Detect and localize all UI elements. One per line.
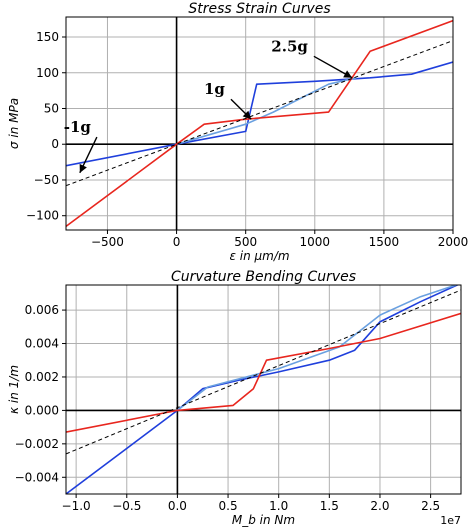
chart-1-y-tick-label: −50: [34, 173, 59, 187]
chart-1-series-line-2: [176, 77, 357, 145]
chart-2-x-tick-label: 2.5: [421, 499, 440, 513]
chart-1-x-tick-label: 2000: [438, 235, 469, 249]
chart-2-frame: [65, 284, 462, 495]
chart-1-annotation-arrowhead-1: [79, 163, 87, 173]
chart-1-series-line-1: [66, 61, 453, 167]
chart-2-x-tick-label: 0.5: [219, 499, 238, 513]
chart-1-y-tick-label: 0: [51, 137, 59, 151]
chart-2-x-tick-label: 2.0: [370, 499, 389, 513]
chart-2-x-tick-label: 1.0: [269, 499, 288, 513]
chart-1-series-line-4: [66, 40, 453, 187]
chart-1-y-tick-label: 150: [36, 30, 59, 44]
chart-2-y-tick-label: 0.000: [25, 403, 59, 417]
chart-2-x-tick-label: 1.5: [320, 499, 339, 513]
chart-2-y-tick-label: 0.006: [25, 303, 59, 317]
chart-1-y-tick-label: 100: [36, 66, 59, 80]
chart-1-y-axis-label: σ in MPa: [7, 98, 21, 149]
chart-1-annotation-arrowhead-3: [343, 70, 353, 78]
chart-2-y-tick-label: 0.004: [25, 337, 59, 351]
chart-2-series-line-4: [66, 289, 461, 455]
chart-1-annotation-label-3: 2.5g: [271, 37, 308, 55]
chart-1-x-tick-label: 0: [173, 235, 181, 249]
chart-2-title: Curvature Bending Curves: [171, 269, 356, 285]
chart-2-series-line-1: [66, 285, 460, 494]
chart-1-y-tick-label: 50: [44, 101, 59, 115]
chart-1-x-tick-label: −500: [91, 235, 124, 249]
chart-2-x-axis-label: M_b in Nm: [232, 513, 295, 527]
chart-1-frame: [65, 16, 454, 231]
chart-1-x-tick-label: 500: [234, 235, 257, 249]
chart-1-x-axis-label: ε in μm/m: [229, 249, 289, 263]
chart-1-x-tick-label: 1500: [369, 235, 400, 249]
chart-2-y-tick-label: 0.002: [25, 370, 59, 384]
chart-2-x-tick-label: −1.0: [62, 499, 91, 513]
chart-1-y-tick-label: −100: [26, 209, 59, 223]
chart-2-group: −1.0 −0.5 0.0 0.5 1.0 1.5 2.0 2.5 −0.004 −0.002 0.…: [7, 269, 462, 527]
chart-2-x-offset-label: 1e7: [440, 514, 461, 527]
chart-2-y-axis-label: κ in 1/m: [7, 365, 21, 414]
chart-1-title: Stress Strain Curves: [188, 1, 330, 17]
chart-2-series-line-3: [66, 312, 461, 433]
chart-2-y-tick-label: −0.002: [15, 437, 59, 451]
chart-2-y-tick-label: −0.004: [15, 470, 59, 484]
chart-2-x-tick-label: 0.0: [168, 499, 187, 513]
chart-1-group: −500 0 500 1000 1500 2000−100−50050100150Stre…: [7, 1, 468, 263]
chart-1-series-group: [66, 19, 453, 228]
chart-2-series-group: [66, 285, 461, 494]
chart-1-annotation-label-1: -1g: [64, 118, 92, 136]
chart-2-x-tick-label: −0.5: [112, 499, 141, 513]
chart-1-annotation-label-2: 1g: [204, 80, 225, 98]
chart-1-x-tick-label: 1000: [300, 235, 331, 249]
chart-1-series-line-3: [66, 19, 453, 228]
chart-1-annotation-arrowhead-2: [242, 110, 252, 120]
